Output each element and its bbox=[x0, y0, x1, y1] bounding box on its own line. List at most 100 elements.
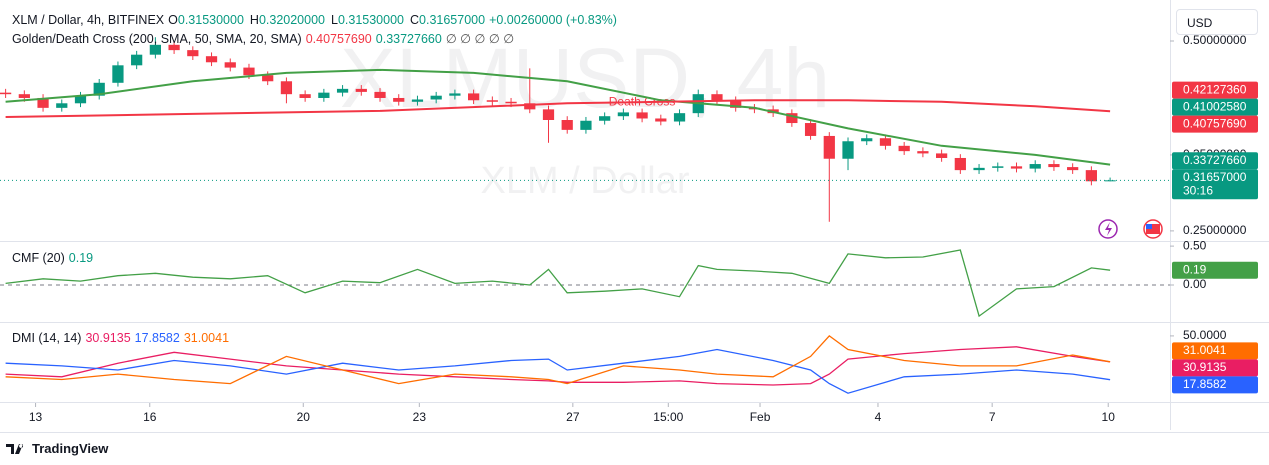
candle-body bbox=[112, 65, 124, 83]
ohlc-value: 0.31530000 bbox=[337, 13, 404, 27]
candle-body bbox=[336, 88, 349, 93]
candle-body bbox=[524, 103, 536, 110]
series-line bbox=[5, 346, 1111, 386]
candle-body bbox=[730, 100, 742, 108]
indicator-value: 0.40757690 bbox=[305, 31, 372, 46]
candle-body bbox=[1048, 164, 1060, 168]
candle-body bbox=[936, 153, 948, 158]
candle-body bbox=[1029, 164, 1041, 169]
candle-body bbox=[262, 75, 274, 82]
symbol-legend: XLM / Dollar, 4h, BITFINEX O0.31530000 H0… bbox=[12, 13, 617, 27]
ohlc-key: L bbox=[331, 13, 338, 27]
candle-body bbox=[879, 138, 892, 146]
candle-body bbox=[655, 118, 667, 122]
dmi-value: 30.9135 bbox=[85, 331, 131, 345]
candle-body bbox=[393, 97, 405, 102]
price-label: 0.40757690 bbox=[1183, 116, 1247, 130]
ohlc-item: L0.31530000 bbox=[331, 13, 404, 27]
dmi-value: 17.8582 bbox=[134, 331, 180, 345]
cmf-value: 0.19 bbox=[68, 251, 94, 265]
candle-body bbox=[1104, 180, 1116, 182]
price-label: 0.31657000 bbox=[1183, 170, 1247, 184]
series-line bbox=[5, 99, 1111, 118]
x-tick-label: 23 bbox=[413, 410, 427, 424]
ohlc-value: 0.32020000 bbox=[258, 13, 325, 27]
candle-body bbox=[992, 166, 1004, 168]
ohlc-key: H bbox=[249, 13, 259, 27]
candle-body bbox=[205, 56, 218, 63]
value-label: 31.0041 bbox=[1183, 343, 1227, 357]
ohlc-item: O0.31530000 bbox=[168, 13, 244, 27]
candle-body bbox=[673, 113, 686, 122]
x-tick-label: 20 bbox=[297, 410, 311, 424]
cmf-title: CMF (20) bbox=[12, 251, 65, 265]
status-icons: ∅ ∅ ∅ ∅ ∅ bbox=[445, 32, 515, 46]
ohlc-key: O bbox=[168, 13, 178, 27]
ohlc-item: H0.32020000 bbox=[250, 13, 325, 27]
brand[interactable]: TradingView bbox=[6, 441, 108, 456]
candle-body bbox=[243, 67, 255, 76]
candle-body bbox=[280, 81, 293, 95]
series-line bbox=[5, 348, 1111, 394]
x-tick-label: 15:00 bbox=[653, 410, 683, 424]
symbol: XLM / Dollar, 4h, BITFINEX bbox=[12, 13, 165, 27]
candle-body bbox=[468, 93, 480, 101]
ohlc-value: 0.31530000 bbox=[177, 13, 244, 27]
price-label-box bbox=[1172, 169, 1258, 200]
candle-body bbox=[318, 92, 330, 98]
price-label: 0.33727660 bbox=[1183, 153, 1247, 167]
x-tick-label: 27 bbox=[566, 410, 580, 424]
candle-body bbox=[804, 123, 817, 136]
candle-body bbox=[411, 99, 424, 102]
candle-body bbox=[355, 88, 367, 92]
candle-body bbox=[430, 95, 442, 100]
brand-name: TradingView bbox=[32, 441, 109, 456]
brand-logo bbox=[6, 443, 24, 454]
x-tick-label: 13 bbox=[29, 410, 43, 424]
series-line bbox=[5, 68, 1111, 166]
value-label: 17.8582 bbox=[1183, 377, 1227, 391]
candle-body bbox=[18, 94, 30, 98]
dmi-title: DMI (14, 14) bbox=[12, 331, 82, 345]
indicator-title: Golden/Death Cross (200, SMA, 50, SMA, 2… bbox=[12, 31, 302, 46]
change: +0.00260000 (+0.83%) bbox=[489, 13, 617, 27]
candle-body bbox=[954, 157, 966, 171]
watermark-subtitle: XLM / Dollar bbox=[480, 160, 689, 202]
ohlc-item: C0.31657000 bbox=[410, 13, 485, 27]
candle-body bbox=[617, 112, 629, 117]
candle-body bbox=[93, 82, 105, 96]
candle-body bbox=[786, 113, 798, 124]
value-label: 30.9135 bbox=[1183, 360, 1227, 374]
candle-body bbox=[149, 44, 161, 55]
candle-body bbox=[580, 120, 592, 130]
price-label: 0.42127360 bbox=[1183, 82, 1247, 96]
candle-body bbox=[861, 138, 873, 142]
candle-body bbox=[449, 93, 461, 96]
price-label-box bbox=[1172, 342, 1258, 360]
candle-body bbox=[224, 62, 236, 68]
candle-body bbox=[842, 141, 854, 159]
candle-body bbox=[599, 116, 611, 121]
price-label-box bbox=[1172, 261, 1258, 279]
candle-body bbox=[374, 91, 386, 98]
flag-stripes bbox=[1146, 224, 1160, 234]
x-tick-label: 10 bbox=[1102, 410, 1116, 424]
y-tick-label: 0.50000000 bbox=[1183, 33, 1247, 47]
candle-body bbox=[486, 100, 498, 102]
x-tick-label: Feb bbox=[750, 410, 771, 424]
candle-body bbox=[973, 167, 985, 171]
cmf-legend: CMF (20) 0.19 bbox=[12, 251, 93, 265]
candle-body bbox=[917, 151, 929, 154]
currency-button[interactable]: USD bbox=[1176, 9, 1258, 35]
candle-body bbox=[168, 44, 180, 51]
candle-body bbox=[711, 94, 723, 101]
flag-icon bbox=[1143, 219, 1163, 239]
y-tick-label: 50.0000 bbox=[1183, 328, 1227, 342]
indicator-legend: Golden/Death Cross (200, SMA, 50, SMA, 2… bbox=[12, 31, 515, 47]
series-line bbox=[5, 335, 1111, 385]
y-tick-label: 0.25000000 bbox=[1183, 223, 1247, 237]
flag-canton bbox=[1146, 224, 1152, 229]
candle-body bbox=[299, 94, 311, 98]
countdown: 30:16 bbox=[1183, 183, 1213, 197]
